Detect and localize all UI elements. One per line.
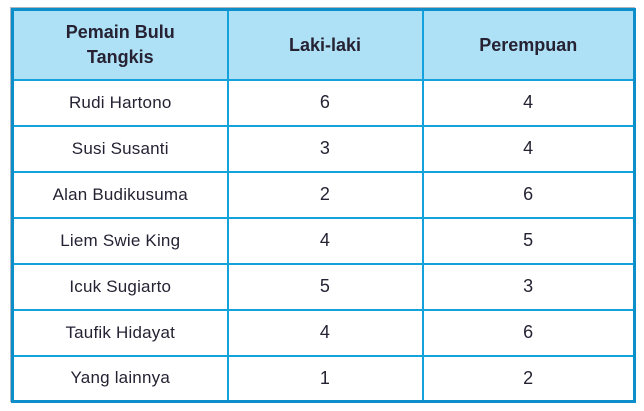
table-row: Liem Swie King 4 5 [11, 216, 636, 265]
table-row: Taufik Hidayat 4 6 [11, 308, 636, 357]
laki-laki-value-cell: 2 [226, 170, 424, 219]
laki-laki-value-cell: 4 [226, 308, 424, 357]
perempuan-value-cell: 4 [421, 124, 636, 173]
player-name-cell: Alan Budikusuma [11, 170, 229, 219]
perempuan-value-cell: 6 [421, 308, 636, 357]
laki-laki-value-cell: 6 [226, 78, 424, 127]
player-name-cell: Rudi Hartono [11, 78, 229, 127]
column-header-pemain-bulu-tangkis: Pemain Bulu Tangkis [11, 8, 229, 81]
laki-laki-value-cell: 4 [226, 216, 424, 265]
badminton-players-table: Pemain Bulu Tangkis Laki-laki Perempuan … [11, 8, 636, 403]
table-row: Rudi Hartono 6 4 [11, 78, 636, 127]
perempuan-value-cell: 2 [421, 354, 636, 403]
perempuan-value-cell: 4 [421, 78, 636, 127]
laki-laki-value-cell: 3 [226, 124, 424, 173]
table-row: Yang lainnya 1 2 [11, 354, 636, 403]
column-header-perempuan: Perempuan [421, 8, 636, 81]
laki-laki-value-cell: 1 [226, 354, 424, 403]
player-name-cell: Yang lainnya [11, 354, 229, 403]
table-row: Icuk Sugiarto 5 3 [11, 262, 636, 311]
laki-laki-value-cell: 5 [226, 262, 424, 311]
player-name-cell: Liem Swie King [11, 216, 229, 265]
table-row: Susi Susanti 3 4 [11, 124, 636, 173]
perempuan-value-cell: 3 [421, 262, 636, 311]
perempuan-value-cell: 6 [421, 170, 636, 219]
player-name-cell: Taufik Hidayat [11, 308, 229, 357]
column-header-laki-laki: Laki-laki [226, 8, 424, 81]
table-header-row: Pemain Bulu Tangkis Laki-laki Perempuan [11, 8, 636, 81]
player-name-cell: Susi Susanti [11, 124, 229, 173]
perempuan-value-cell: 5 [421, 216, 636, 265]
table-row: Alan Budikusuma 2 6 [11, 170, 636, 219]
player-name-cell: Icuk Sugiarto [11, 262, 229, 311]
